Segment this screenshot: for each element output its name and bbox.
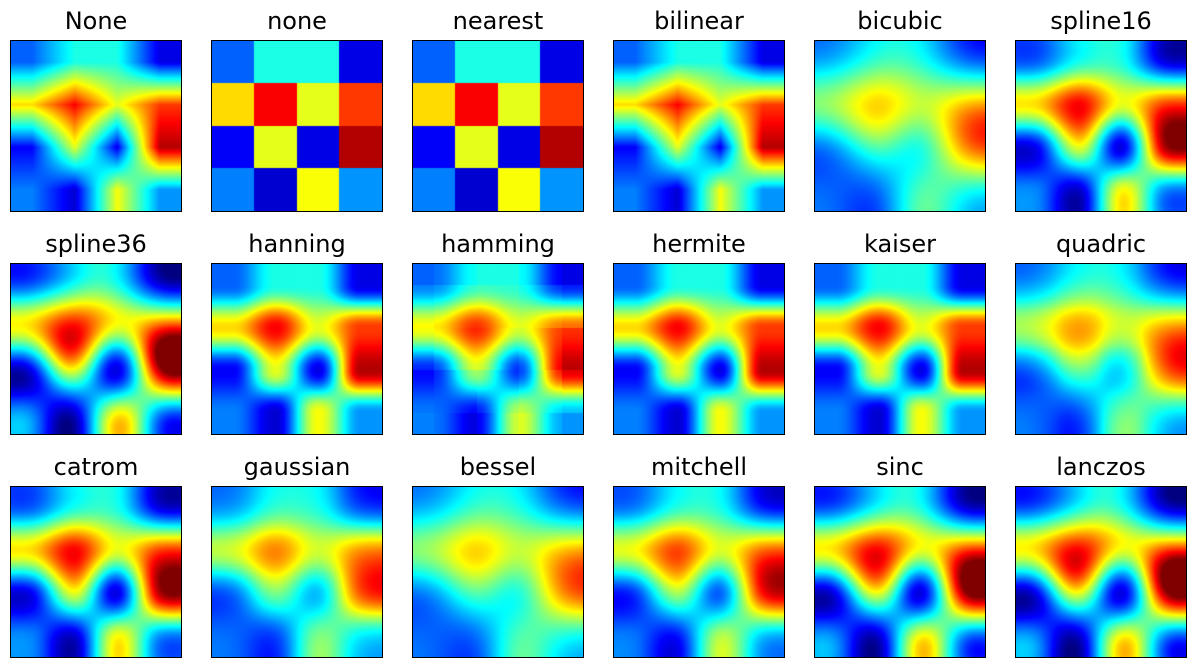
heatmap-axes: [211, 486, 383, 658]
panel-title: spline16: [1050, 7, 1152, 35]
heatmap-axes: [211, 40, 383, 212]
panel-title: bicubic: [857, 7, 943, 35]
heatmap-axes: [10, 486, 182, 658]
heatmap-image: [413, 487, 583, 657]
panel-sinc: sinc: [814, 446, 986, 661]
heatmap-image: [1016, 41, 1186, 211]
heatmap-image: [614, 264, 784, 434]
panel-spline36: spline36: [10, 223, 182, 438]
heatmap-axes: [1015, 486, 1187, 658]
panel-title: hamming: [441, 230, 555, 258]
heatmap-image: [1016, 264, 1186, 434]
heatmap-image: [1016, 487, 1186, 657]
panel-bessel: bessel: [412, 446, 584, 661]
panel-none-cap: None: [10, 0, 182, 215]
panel-kaiser: kaiser: [814, 223, 986, 438]
heatmap-image: [413, 264, 583, 434]
heatmap-image: [11, 41, 181, 211]
panel-title: nearest: [452, 7, 544, 35]
panel-catrom: catrom: [10, 446, 182, 661]
panel-title: kaiser: [864, 230, 936, 258]
panel-title: hanning: [248, 230, 346, 258]
heatmap-axes: [814, 486, 986, 658]
heatmap-image: [212, 41, 382, 211]
heatmap-image: [614, 41, 784, 211]
panel-title: catrom: [53, 453, 139, 481]
panel-title: bessel: [459, 453, 537, 481]
heatmap-image: [11, 264, 181, 434]
panel-nearest: nearest: [412, 0, 584, 215]
heatmap-image: [212, 487, 382, 657]
heatmap-axes: [613, 486, 785, 658]
panel-title: sinc: [876, 453, 924, 481]
heatmap-axes: [412, 40, 584, 212]
panel-lanczos: lanczos: [1015, 446, 1187, 661]
panel-title: hermite: [652, 230, 746, 258]
panel-gaussian: gaussian: [211, 446, 383, 661]
panel-quadric: quadric: [1015, 223, 1187, 438]
heatmap-axes: [814, 263, 986, 435]
heatmap-axes: [1015, 40, 1187, 212]
panel-hanning: hanning: [211, 223, 383, 438]
heatmap-axes: [1015, 263, 1187, 435]
heatmap-image: [11, 487, 181, 657]
heatmap-image: [413, 41, 583, 211]
heatmap-image: [212, 264, 382, 434]
panel-title: gaussian: [243, 453, 351, 481]
panel-title: quadric: [1055, 230, 1147, 258]
heatmap-axes: [613, 263, 785, 435]
panel-bilinear: bilinear: [613, 0, 785, 215]
panel-title: lanczos: [1056, 453, 1146, 481]
heatmap-image: [815, 41, 985, 211]
panel-hamming: hamming: [412, 223, 584, 438]
panel-hermite: hermite: [613, 223, 785, 438]
heatmap-axes: [613, 40, 785, 212]
heatmap-axes: [814, 40, 986, 212]
heatmap-axes: [10, 40, 182, 212]
heatmap-axes: [412, 263, 584, 435]
panel-spline16: spline16: [1015, 0, 1187, 215]
panel-none: none: [211, 0, 383, 215]
panel-title: none: [267, 7, 327, 35]
panel-bicubic: bicubic: [814, 0, 986, 215]
panel-title: bilinear: [654, 7, 744, 35]
heatmap-axes: [211, 263, 383, 435]
heatmap-axes: [10, 263, 182, 435]
panel-title: None: [64, 7, 128, 35]
heatmap-image: [614, 487, 784, 657]
panel-title: mitchell: [651, 453, 747, 481]
panel-mitchell: mitchell: [613, 446, 785, 661]
heatmap-image: [815, 264, 985, 434]
heatmap-axes: [412, 486, 584, 658]
heatmap-image: [815, 487, 985, 657]
panel-title: spline36: [45, 230, 147, 258]
